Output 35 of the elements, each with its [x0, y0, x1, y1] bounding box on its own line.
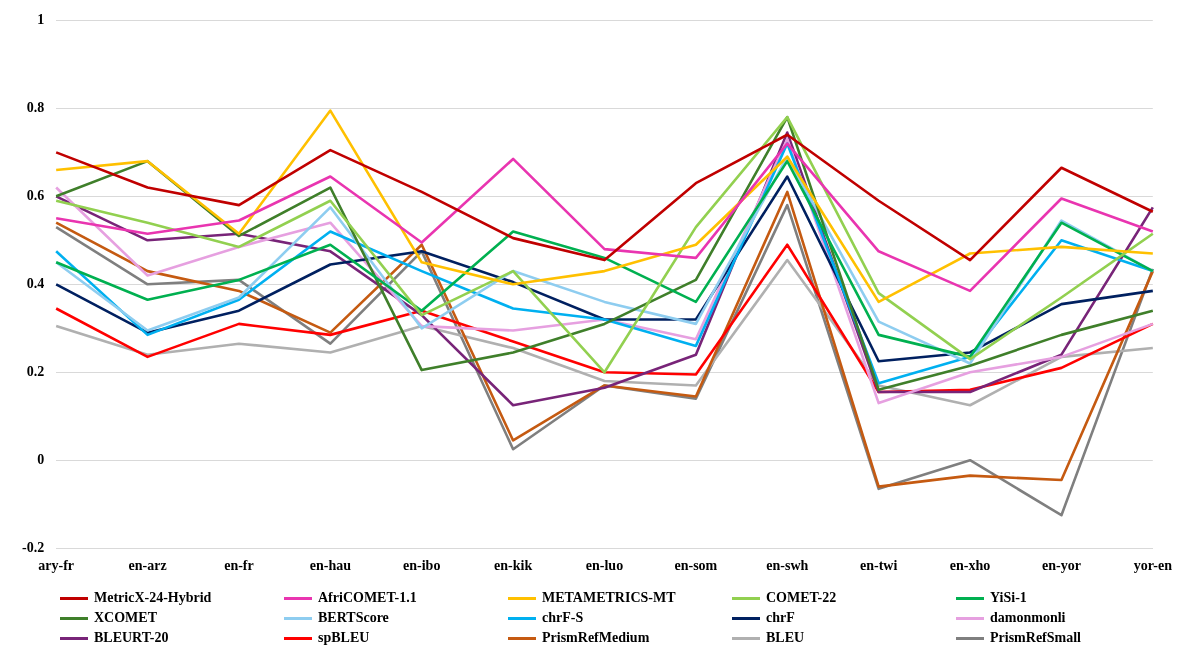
legend-label: AfriCOMET-1.1	[318, 590, 417, 606]
y-tick-label: 0.6	[26, 187, 45, 203]
y-tick-label: 0	[37, 451, 45, 467]
legend-label: chrF	[766, 610, 795, 626]
legend-label: METAMETRICS-MT	[542, 590, 676, 606]
y-tick-label: 0.2	[26, 363, 45, 379]
x-tick-label: en-arz	[128, 558, 167, 574]
legend-label: spBLEU	[318, 630, 370, 646]
legend-label: damonmonli	[990, 610, 1066, 626]
legend-label: PrismRefSmall	[990, 630, 1081, 646]
y-tick-label: 0.8	[26, 99, 45, 115]
legend-label: YiSi-1	[990, 590, 1027, 606]
legend-label: chrF-S	[542, 610, 584, 626]
legend-label: BLEU	[766, 630, 805, 646]
x-tick-label: en-luo	[585, 558, 624, 574]
x-tick-label: en-xho	[949, 558, 991, 574]
legend-label: BERTScore	[318, 610, 389, 626]
x-tick-label: en-fr	[224, 558, 254, 574]
x-tick-label: en-twi	[859, 558, 898, 574]
y-tick-label: 1	[37, 12, 45, 28]
x-tick-label: en-ibo	[403, 558, 441, 574]
x-tick-label: ary-fr	[38, 558, 75, 574]
x-tick-label: en-hau	[309, 558, 352, 574]
x-tick-label: yor-en	[1133, 558, 1173, 574]
legend-label: MetricX-24-Hybrid	[94, 590, 212, 606]
x-tick-label: en-swh	[766, 558, 809, 574]
legend-label: XCOMET	[94, 610, 157, 626]
y-tick-label: 0.4	[26, 275, 45, 291]
x-tick-label: en-kik	[494, 558, 533, 574]
legend-label: PrismRefMedium	[542, 630, 650, 646]
legend-label: COMET-22	[766, 590, 837, 606]
x-tick-label: en-som	[674, 558, 718, 574]
x-tick-label: en-yor	[1041, 558, 1081, 574]
y-tick-label: -0.2	[21, 539, 45, 555]
legend-label: BLEURT-20	[94, 630, 169, 646]
